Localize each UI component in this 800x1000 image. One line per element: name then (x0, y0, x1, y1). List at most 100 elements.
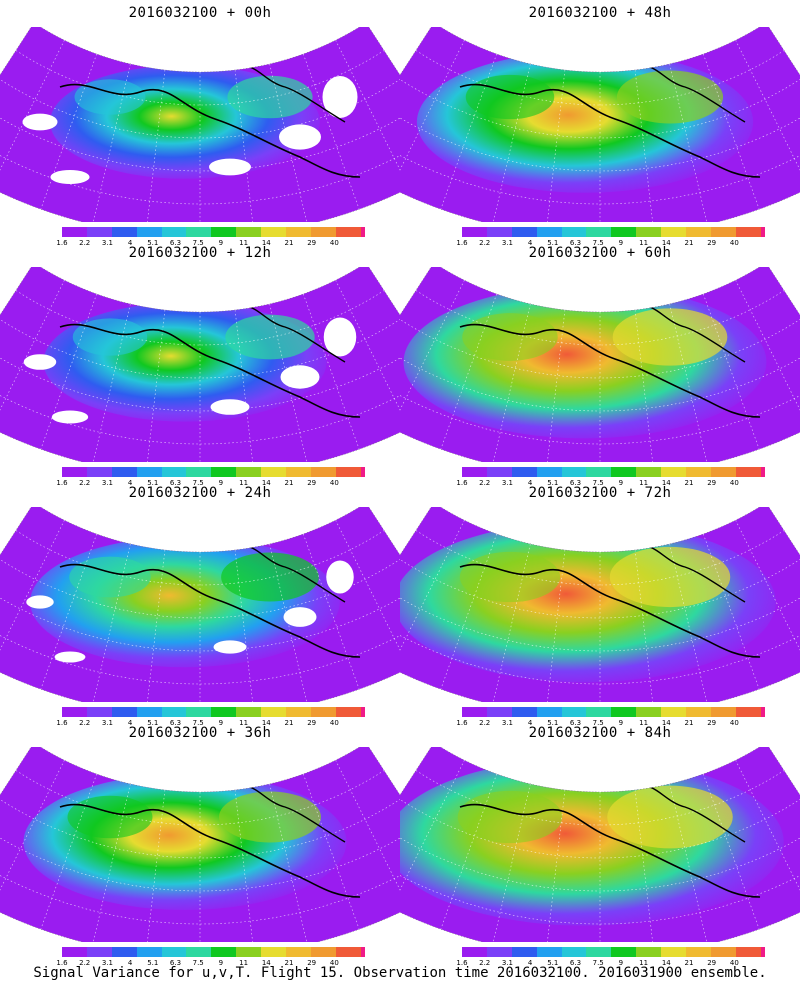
colorbar-tick-label: 4 (127, 479, 133, 487)
colorbar-swatch (261, 707, 287, 717)
colorbar-tick-label: 5.1 (147, 719, 159, 727)
colorbar-tick-label: 3.1 (501, 959, 513, 967)
colorbar-swatch (735, 947, 761, 957)
map-panel: 2016032100 + 72h 1.6 2.2 3.1 4 5.1 6.3 7.5 9 11 14… (400, 485, 800, 727)
colorbar-ticks: 1.6 2.2 3.1 4 5.1 6.3 7.5 9 11 14 21 29 40 (456, 479, 762, 489)
colorbar-ticks: 1.6 2.2 3.1 4 5.1 6.3 7.5 9 11 14 21 29 40 (56, 719, 362, 729)
colorbar-tick-label: 7.5 (192, 959, 204, 967)
colorbar-swatch (161, 947, 187, 957)
colorbar-swatch (760, 947, 765, 957)
colorbar-tick-label: 9 (618, 959, 624, 967)
colorbar-swatch (136, 227, 162, 237)
colorbar-tick-label: 21 (684, 479, 694, 487)
colorbar-swatch (286, 467, 311, 477)
map-panel: 2016032100 + 24h 1.6 2.2 3.1 4 5.1 6.3 7.5 9 11 14… (0, 485, 400, 727)
colorbar-swatch (136, 707, 162, 717)
colorbar-tick-label: 9 (218, 719, 224, 727)
colorbar-swatch (486, 227, 512, 237)
colorbar-swatch (735, 467, 761, 477)
colorbar-swatch (211, 947, 237, 957)
colorbar-tick-label: 7.5 (592, 479, 604, 487)
colorbar-swatch (735, 227, 761, 237)
colorbar-tick-label: 5.1 (547, 959, 559, 967)
colorbar-tick-label: 40 (329, 959, 339, 967)
colorbar-tick-label: 21 (684, 959, 694, 967)
colorbar-tick-label: 4 (527, 719, 533, 727)
colorbar-tick-label: 14 (261, 479, 271, 487)
colorbar-tick-label: 21 (284, 719, 294, 727)
colorbar-swatch (186, 467, 212, 477)
colorbar (62, 227, 365, 237)
colorbar-tick-label: 11 (639, 479, 649, 487)
colorbar-tick-label: 14 (261, 959, 271, 967)
colorbar-swatch (286, 227, 311, 237)
colorbar-swatch (286, 707, 311, 717)
colorbar-swatch (486, 707, 512, 717)
colorbar-swatch (310, 227, 336, 237)
colorbar-swatch (86, 707, 112, 717)
colorbar-tick-label: 3.1 (101, 719, 113, 727)
colorbar-swatch (561, 947, 587, 957)
colorbar-tick-label: 29 (307, 719, 317, 727)
colorbar-ticks: 1.6 2.2 3.1 4 5.1 6.3 7.5 9 11 14 21 29 40 (456, 239, 762, 249)
colorbar-tick-label: 3.1 (101, 959, 113, 967)
colorbar-tick-label: 4 (127, 239, 133, 247)
colorbar-swatch (211, 467, 237, 477)
map-panel: 2016032100 + 36h 1.6 2.2 3.1 4 5.1 6.3 7.5 9 11 14… (0, 725, 400, 967)
colorbar-swatch (511, 707, 537, 717)
colorbar-tick-label: 3.1 (501, 479, 513, 487)
colorbar-swatch (86, 947, 112, 957)
colorbar-tick-label: 2.2 (79, 719, 91, 727)
colorbar-swatch (161, 467, 187, 477)
colorbar-tick-label: 4 (127, 719, 133, 727)
colorbar-tick-label: 1.6 (456, 479, 468, 487)
panel-title: 2016032100 + 24h (128, 485, 272, 501)
map-panel: 2016032100 + 84h 1.6 2.2 3.1 4 5.1 6.3 7.5 9 11 14… (400, 725, 800, 967)
colorbar-swatch (261, 467, 287, 477)
colorbar (462, 467, 765, 477)
colorbar-tick-label: 11 (639, 239, 649, 247)
colorbar-tick-label: 5.1 (147, 959, 159, 967)
colorbar-swatch (586, 227, 612, 237)
colorbar-swatch (462, 947, 487, 957)
colorbar-ticks: 1.6 2.2 3.1 4 5.1 6.3 7.5 9 11 14 21 29 40 (56, 239, 362, 249)
colorbar-tick-label: 3.1 (501, 239, 513, 247)
colorbar (62, 467, 365, 477)
colorbar-swatch (511, 227, 537, 237)
colorbar-tick-label: 7.5 (192, 719, 204, 727)
colorbar-tick-label: 6.3 (569, 239, 582, 247)
colorbar-swatch (62, 227, 87, 237)
map-panel: 2016032100 + 12h 1.6 2.2 3.1 4 5.1 6.3 7.5 9 11 14… (0, 245, 400, 487)
colorbar-ticks: 1.6 2.2 3.1 4 5.1 6.3 7.5 9 11 14 21 29 40 (456, 959, 762, 969)
colorbar-swatch (360, 707, 365, 717)
map-panel: 2016032100 + 60h 1.6 2.2 3.1 4 5.1 6.3 7.5 9 11 14… (400, 245, 800, 487)
colorbar-tick-label: 11 (239, 239, 249, 247)
variance-map (400, 747, 800, 942)
colorbar-swatch (686, 227, 711, 237)
colorbar-tick-label: 40 (329, 719, 339, 727)
colorbar-swatch (462, 467, 487, 477)
colorbar-swatch (511, 467, 537, 477)
colorbar-swatch (636, 707, 662, 717)
colorbar-tick-label: 6.3 (569, 479, 582, 487)
colorbar-tick-label: 9 (218, 479, 224, 487)
variance-map (400, 27, 800, 222)
colorbar-tick-label: 4 (527, 239, 533, 247)
map-panel: 2016032100 + 48h 1.6 2.2 3.1 4 5.1 6.3 7.5 9 11 14… (400, 5, 800, 247)
colorbar-swatch (611, 227, 637, 237)
colorbar-tick-label: 21 (284, 959, 294, 967)
colorbar-tick-label: 4 (527, 479, 533, 487)
panel-title: 2016032100 + 12h (128, 245, 272, 261)
colorbar-ticks: 1.6 2.2 3.1 4 5.1 6.3 7.5 9 11 14 21 29 40 (56, 479, 362, 489)
colorbar-swatch (760, 227, 765, 237)
colorbar-swatch (236, 227, 262, 237)
colorbar-swatch (211, 707, 237, 717)
colorbar-swatch (310, 947, 336, 957)
colorbar-tick-label: 2.2 (479, 959, 491, 967)
colorbar-swatch (261, 227, 287, 237)
colorbar-tick-label: 40 (729, 719, 739, 727)
colorbar-swatch (486, 947, 512, 957)
colorbar-tick-label: 7.5 (592, 719, 604, 727)
colorbar-tick-label: 3.1 (101, 239, 113, 247)
colorbar-swatch (686, 467, 711, 477)
